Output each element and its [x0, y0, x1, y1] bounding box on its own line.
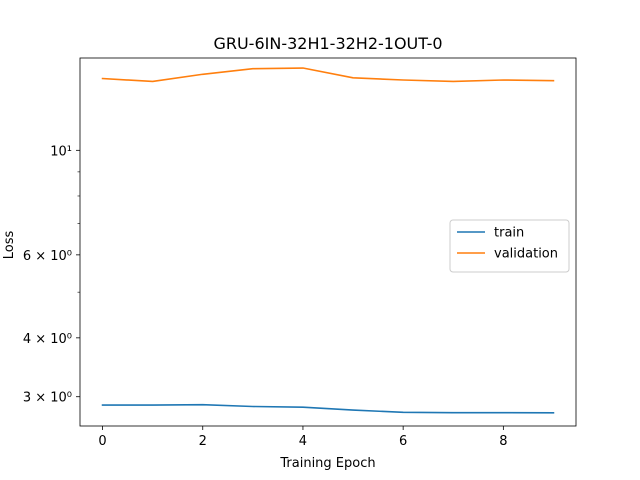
y-axis-ticks: 3 × 10⁰ 4 × 10⁰ 6 × 10⁰ 10¹: [23, 144, 80, 406]
x-tick-label: 0: [98, 434, 106, 449]
x-tick-label: 6: [399, 434, 407, 449]
x-axis-ticks: 0 2 4 6 8: [98, 426, 507, 449]
series-line-1: [101, 67, 555, 83]
series-layer: [101, 67, 555, 414]
chart-title: GRU-6IN-32H1-32H2-1OUT-0: [213, 34, 442, 53]
legend-label-0: train: [494, 226, 524, 241]
y-tick-label: 6 × 10⁰: [23, 249, 72, 264]
y-tick-label: 4 × 10⁰: [23, 332, 72, 347]
legend-box: [449, 219, 570, 273]
plot-frame: [79, 57, 577, 427]
x-tick-label: 4: [299, 434, 307, 449]
x-tick-label: 2: [199, 434, 207, 449]
x-axis-label: Training Epoch: [279, 456, 375, 471]
y-tick-label: 3 × 10⁰: [23, 391, 72, 406]
plot-area: [79, 57, 577, 427]
x-tick-label: 8: [499, 434, 507, 449]
y-axis-label: Loss: [2, 231, 17, 260]
legend: train validation: [449, 219, 570, 273]
y-tick-label: 10¹: [50, 144, 72, 159]
legend-label-1: validation: [494, 247, 558, 262]
series-line-0: [101, 403, 555, 414]
